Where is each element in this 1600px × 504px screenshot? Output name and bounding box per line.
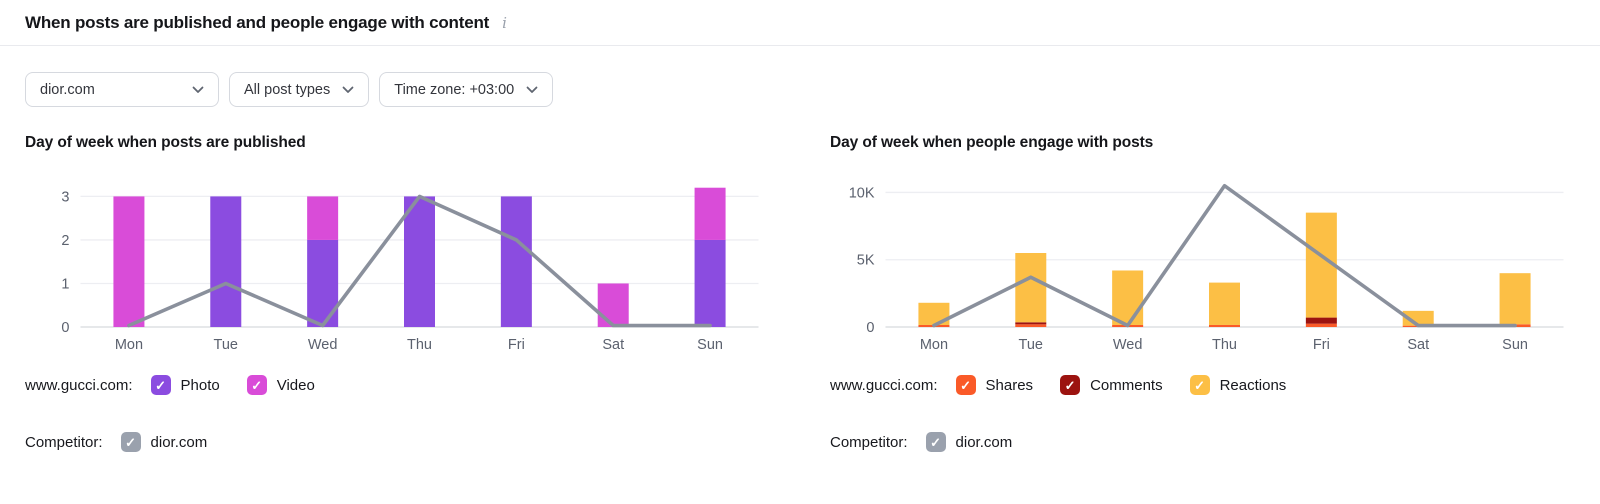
published-panel: Day of week when posts are published 3 2 1…	[25, 134, 770, 452]
profile-dropdown[interactable]: dior.com	[25, 72, 219, 107]
chevron-down-icon	[192, 86, 204, 93]
competitor-checkbox[interactable]: ✓	[925, 432, 946, 452]
chevron-down-icon	[526, 86, 538, 93]
svg-text:0: 0	[61, 320, 69, 336]
svg-text:Fri: Fri	[508, 337, 525, 353]
svg-text:Thu: Thu	[407, 337, 432, 353]
engagement-panel: Day of week when people engage with post…	[830, 134, 1575, 452]
svg-text:0: 0	[866, 320, 874, 336]
timezone-dropdown[interactable]: Time zone: +03:00	[379, 72, 554, 107]
check-icon: ✓	[251, 377, 263, 393]
competitor-checkbox[interactable]: ✓	[120, 432, 141, 452]
chevron-down-icon	[342, 86, 354, 93]
legend-item-label: Reactions	[1219, 376, 1287, 394]
page-title: When posts are published and people enga…	[25, 13, 490, 32]
profile-dropdown-value: dior.com	[40, 81, 95, 98]
competitor-name: dior.com	[955, 433, 1013, 451]
check-icon: ✓	[930, 434, 941, 450]
competitor-item-dior[interactable]: ✓ dior.com	[120, 432, 208, 452]
engagement-chart-title: Day of week when people engage with post…	[830, 134, 1154, 151]
competitor-name: dior.com	[150, 433, 208, 451]
check-icon: ✓	[155, 377, 166, 393]
svg-text:Tue: Tue	[214, 337, 238, 353]
legend-item-video[interactable]: ✓ Video	[246, 375, 315, 395]
legend-owner-label: www.gucci.com:	[25, 376, 133, 394]
legend-item-label: Video	[276, 376, 315, 394]
legend-owner-label: www.gucci.com:	[830, 376, 938, 394]
svg-text:Mon: Mon	[920, 337, 948, 353]
check-icon: ✓	[1194, 377, 1206, 393]
comments-checkbox[interactable]: ✓	[1060, 375, 1081, 395]
legend-item-label: Shares	[985, 376, 1034, 394]
legend-item-comments[interactable]: ✓ Comments	[1060, 375, 1163, 395]
engagement-legend: www.gucci.com: ✓ Shares ✓ Comments ✓ Rea…	[830, 375, 1575, 395]
competitor-label: Competitor:	[25, 433, 103, 451]
competitor-item-dior[interactable]: ✓ dior.com	[925, 432, 1013, 452]
published-chart: 3 2 1 0 Mon Tue Wed Thu Fri Sat Sun	[61, 187, 759, 353]
svg-text:1: 1	[61, 276, 69, 292]
svg-text:Wed: Wed	[308, 337, 338, 353]
info-icon[interactable]: i	[502, 13, 507, 32]
legend-item-reactions[interactable]: ✓ Reactions	[1189, 375, 1287, 395]
check-icon: ✓	[1064, 377, 1076, 393]
engagement-chart: 10K 5K 0 Mon Tue Wed Thu Fri Sat Sun	[849, 183, 1564, 353]
svg-text:Tue: Tue	[1019, 337, 1043, 353]
svg-text:Sun: Sun	[1502, 337, 1528, 353]
post-type-dropdown-value: All post types	[244, 81, 331, 98]
svg-text:3: 3	[61, 189, 69, 205]
svg-text:5K: 5K	[857, 253, 875, 269]
svg-text:Sun: Sun	[697, 337, 723, 353]
check-icon: ✓	[960, 377, 971, 393]
shares-checkbox[interactable]: ✓	[955, 375, 976, 395]
charts-area: Day of week when posts are published 3 2 1…	[0, 107, 1600, 452]
legend-item-label: Photo	[180, 376, 220, 394]
svg-text:Wed: Wed	[1113, 337, 1143, 353]
report-header: When posts are published and people enga…	[0, 0, 1600, 46]
svg-text:Thu: Thu	[1212, 337, 1237, 353]
video-checkbox[interactable]: ✓	[246, 375, 267, 395]
timezone-dropdown-value: Time zone: +03:00	[394, 81, 515, 98]
svg-text:Mon: Mon	[115, 337, 143, 353]
competitor-label: Competitor:	[830, 433, 908, 451]
legend-item-photo[interactable]: ✓ Photo	[150, 375, 220, 395]
legend-item-label: Comments	[1090, 376, 1163, 394]
svg-text:10K: 10K	[849, 185, 875, 201]
svg-text:Sat: Sat	[602, 337, 624, 353]
reactions-checkbox[interactable]: ✓	[1189, 375, 1210, 395]
svg-text:Fri: Fri	[1313, 337, 1330, 353]
published-chart-title: Day of week when posts are published	[25, 134, 306, 151]
filter-bar: dior.com All post types Time zone: +03:0…	[0, 46, 1600, 107]
check-icon: ✓	[125, 434, 136, 450]
engagement-competitor-row: Competitor: ✓ dior.com	[830, 432, 1575, 452]
legend-item-shares[interactable]: ✓ Shares	[955, 375, 1034, 395]
photo-checkbox[interactable]: ✓	[150, 375, 171, 395]
svg-text:Sat: Sat	[1407, 337, 1429, 353]
published-competitor-row: Competitor: ✓ dior.com	[25, 432, 770, 452]
published-legend: www.gucci.com: ✓ Photo ✓ Video	[25, 375, 770, 395]
post-type-dropdown[interactable]: All post types	[229, 72, 370, 107]
svg-text:2: 2	[61, 233, 69, 249]
